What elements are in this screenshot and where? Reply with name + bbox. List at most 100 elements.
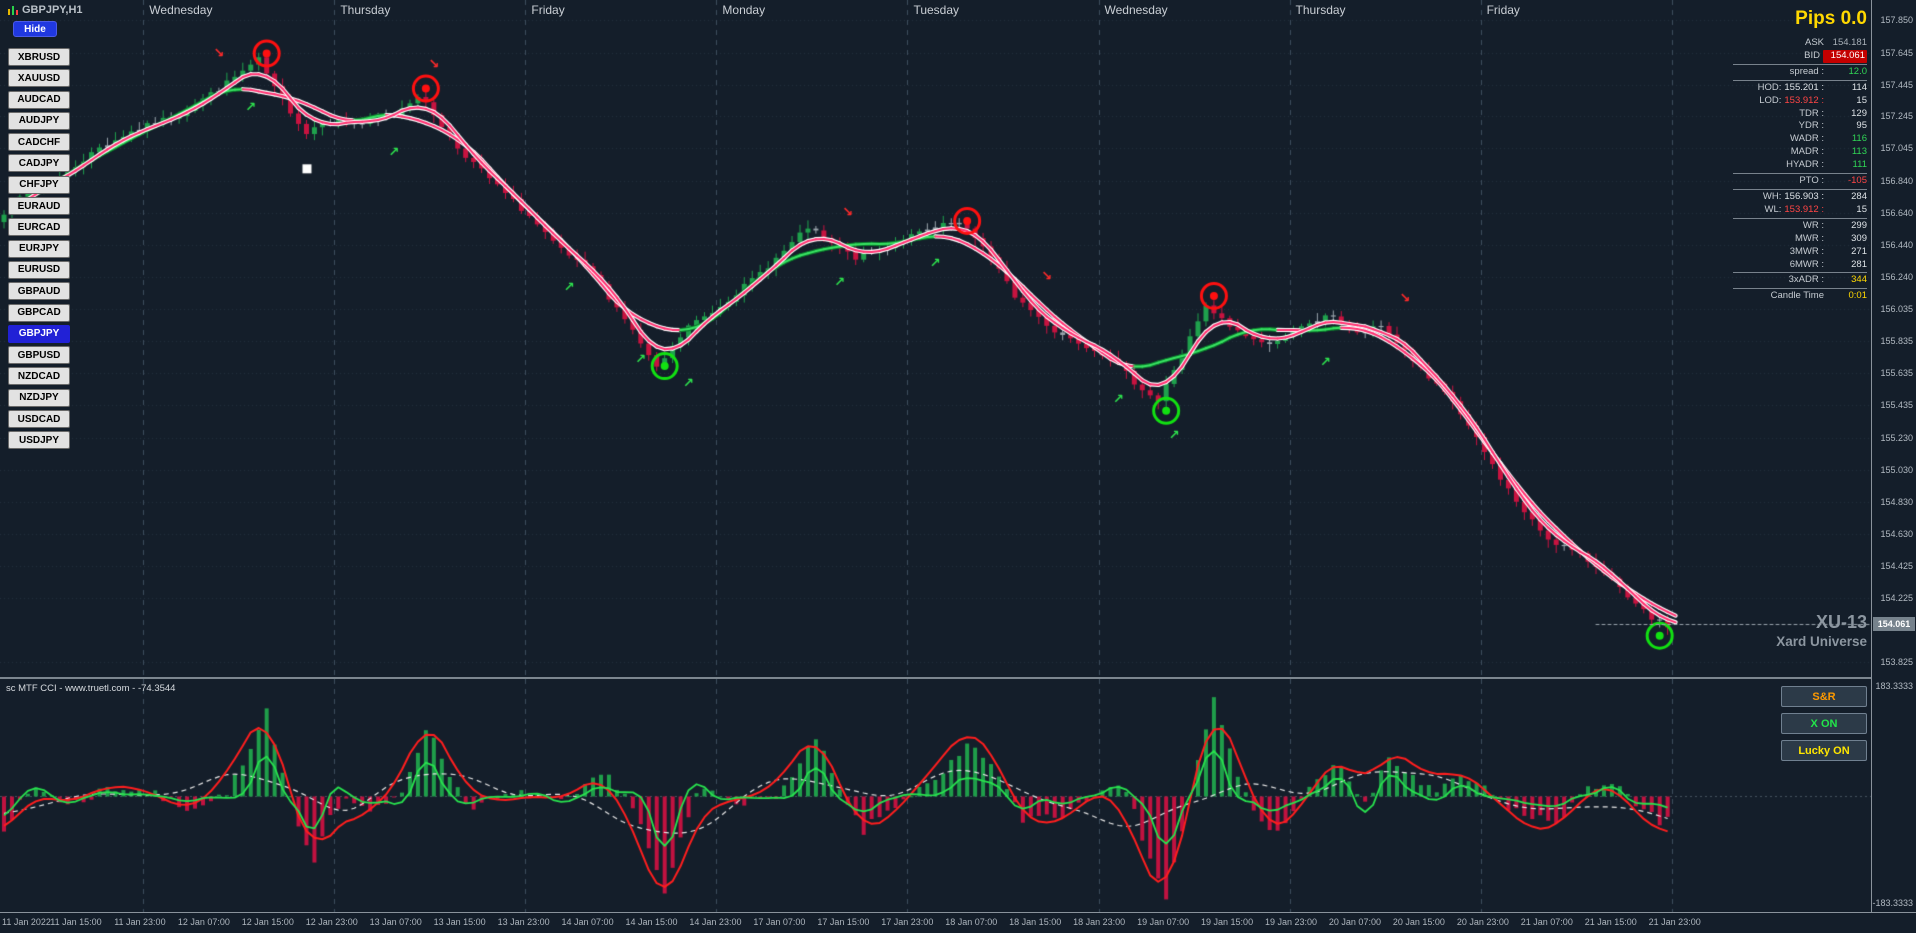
- time-axis-label: 11 Jan 15:00: [50, 917, 102, 927]
- time-axis-label: 17 Jan 23:00: [881, 917, 934, 927]
- info-label: spread :: [1789, 65, 1824, 77]
- symbol-button-audjpy[interactable]: AUDJPY: [8, 111, 70, 130]
- watermark-subtitle: Xard Universe: [1776, 633, 1867, 649]
- info-label: WH:: [1762, 190, 1782, 202]
- symbol-button-nzdjpy[interactable]: NZDJPY: [8, 388, 70, 407]
- info-row: 6MWR : 281: [1733, 259, 1867, 272]
- time-axis-label: 17 Jan 15:00: [817, 917, 870, 927]
- price-axis[interactable]: 154.061 157.850 157.645 157.445 157.245 157.…: [1871, 0, 1916, 912]
- time-axis-label: 17 Jan 07:00: [753, 917, 806, 927]
- main-chart-canvas[interactable]: [0, 0, 1871, 677]
- chart-title: GBPJPY,H1: [8, 4, 83, 16]
- info-label: LOD:: [1759, 94, 1782, 106]
- indicator-button-lucky-on[interactable]: Lucky ON: [1781, 740, 1867, 761]
- symbol-button-chfjpy[interactable]: CHFJPY: [8, 175, 70, 194]
- price-axis-label: 154.225: [1880, 593, 1913, 604]
- info-row: WADR : 116: [1733, 133, 1867, 146]
- price-axis-label: 154.630: [1880, 528, 1913, 539]
- info-value: 154.061: [1823, 49, 1867, 63]
- info-row: TDR : 129: [1733, 108, 1867, 121]
- time-axis-label: 13 Jan 07:00: [369, 917, 422, 927]
- symbol-button-cadchf[interactable]: CADCHF: [8, 133, 70, 152]
- market-info-panel: ASK 154.181 BID 154.061 spread :12.0 HOD: 155.…: [1733, 37, 1867, 303]
- symbol-button-usdjpy[interactable]: USDJPY: [8, 431, 70, 450]
- symbol-button-nzdcad[interactable]: NZDCAD: [8, 367, 70, 386]
- pane-separator[interactable]: [0, 677, 1871, 679]
- info-row: spread : 12.0: [1733, 66, 1867, 79]
- info-mid-value: 153.912 :: [1784, 94, 1824, 106]
- pips-counter: Pips 0.0: [1795, 8, 1867, 29]
- info-row: LOD: 153.912 : 15: [1733, 95, 1867, 108]
- info-value: 0:01: [1848, 290, 1868, 302]
- info-row: HOD: 155.201 : 114: [1733, 82, 1867, 95]
- current-price-box: 154.061: [1873, 617, 1915, 632]
- info-value: 309: [1851, 232, 1867, 244]
- symbol-button-gbpusd[interactable]: GBPUSD: [8, 346, 70, 365]
- price-axis-label: 155.230: [1880, 432, 1913, 443]
- info-value: 111: [1852, 159, 1867, 171]
- info-row: PTO : -105: [1733, 175, 1867, 188]
- info-value: 15: [1856, 94, 1867, 106]
- time-axis-label: 11 Jan 23:00: [114, 917, 166, 927]
- info-rows: ASK 154.181 BID 154.061 spread :12.0 HOD: 155.…: [1733, 37, 1867, 303]
- info-row: WL: 153.912 : 15: [1733, 204, 1867, 217]
- info-separator: [1733, 63, 1867, 65]
- symbol-button-gbpcad[interactable]: GBPCAD: [8, 303, 70, 322]
- info-value: 15: [1856, 203, 1867, 215]
- time-axis-label: 20 Jan 07:00: [1328, 917, 1381, 927]
- info-value: 154.181: [1832, 37, 1867, 48]
- price-axis-label: 157.850: [1880, 15, 1913, 25]
- indicator-button-s-r[interactable]: S&R: [1781, 686, 1867, 707]
- symbol-button-audcad[interactable]: AUDCAD: [8, 90, 70, 109]
- info-label: MWR :: [1794, 232, 1824, 244]
- symbol-button-eurusd[interactable]: EURUSD: [8, 260, 70, 279]
- price-axis-label: 154.425: [1880, 561, 1913, 572]
- symbol-button-usdcad[interactable]: USDCAD: [8, 410, 70, 429]
- info-row: WR : 299: [1733, 220, 1867, 233]
- indicator-button-x-on[interactable]: X ON: [1781, 713, 1867, 734]
- info-label: WR :: [1802, 219, 1824, 231]
- info-label: TDR :: [1799, 107, 1824, 119]
- symbol-button-xbrusd[interactable]: XBRUSD: [8, 48, 70, 66]
- symbol-button-gbpjpy[interactable]: GBPJPY: [8, 324, 70, 343]
- time-axis-label: 12 Jan 23:00: [305, 917, 358, 927]
- info-value: 113: [1851, 146, 1867, 158]
- time-axis-label: 14 Jan 15:00: [625, 917, 678, 927]
- info-label: WADR :: [1790, 133, 1824, 145]
- symbol-button-xauusd[interactable]: XAUUSD: [8, 69, 70, 88]
- price-axis-label: 155.835: [1880, 336, 1913, 347]
- info-value: 284: [1851, 190, 1867, 202]
- price-axis-label: 155.435: [1880, 400, 1913, 411]
- symbol-button-eurcad[interactable]: EURCAD: [8, 218, 70, 237]
- info-label: HOD:: [1757, 81, 1782, 93]
- indicator-axis-bottom-label: -183.3333: [1872, 898, 1913, 908]
- time-axis-label: 18 Jan 15:00: [1009, 917, 1062, 927]
- time-axis-label: 19 Jan 15:00: [1201, 917, 1254, 927]
- time-axis-label: 13 Jan 15:00: [433, 917, 486, 927]
- symbol-button-euraud[interactable]: EURAUD: [8, 197, 70, 216]
- time-axis-label: 19 Jan 23:00: [1264, 917, 1318, 927]
- info-value: 271: [1851, 245, 1867, 257]
- time-axis-label: 21 Jan 07:00: [1520, 917, 1573, 927]
- info-label: BID: [1804, 49, 1820, 61]
- info-label: YDR :: [1798, 120, 1824, 132]
- price-axis-label: 157.245: [1880, 111, 1913, 122]
- time-axis-label: 14 Jan 07:00: [561, 917, 614, 927]
- info-row: MADR : 113: [1733, 146, 1867, 159]
- info-value: 95: [1856, 120, 1867, 132]
- symbol-button-gbpaud[interactable]: GBPAUD: [8, 282, 70, 301]
- time-axis[interactable]: 11 Jan 2022 11 Jan 15:00 11 Jan 23:00 12 Ja…: [0, 912, 1916, 933]
- info-separator: [1733, 288, 1867, 290]
- time-axis-label: 11 Jan 2022: [2, 917, 51, 927]
- info-value: 116: [1851, 133, 1867, 145]
- time-axis-label: 18 Jan 07:00: [945, 917, 998, 927]
- hide-button[interactable]: Hide: [13, 21, 57, 37]
- info-value: -105: [1847, 175, 1867, 187]
- symbol-button-cadjpy[interactable]: CADJPY: [8, 154, 70, 173]
- symbol-button-eurjpy[interactable]: EURJPY: [8, 239, 70, 258]
- info-label: ASK: [1804, 37, 1824, 48]
- info-label: Candle Time: [1770, 290, 1824, 302]
- info-mid-value: 155.201 :: [1784, 81, 1824, 93]
- cci-indicator-canvas[interactable]: [0, 679, 1871, 912]
